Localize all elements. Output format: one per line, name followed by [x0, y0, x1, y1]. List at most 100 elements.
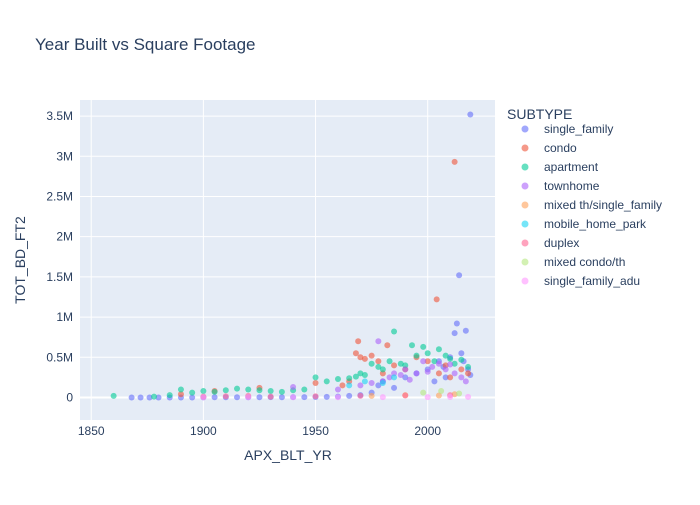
data-point[interactable] — [458, 374, 465, 381]
data-point[interactable] — [384, 342, 391, 349]
data-point[interactable] — [312, 374, 319, 381]
data-point[interactable] — [379, 394, 386, 401]
data-point[interactable] — [431, 358, 438, 365]
data-point[interactable] — [435, 360, 442, 367]
data-point[interactable] — [334, 394, 341, 401]
data-point[interactable] — [357, 382, 364, 389]
data-point[interactable] — [424, 368, 431, 375]
data-point[interactable] — [146, 394, 153, 401]
data-point[interactable] — [346, 392, 353, 399]
data-point[interactable] — [211, 388, 218, 395]
data-point[interactable] — [435, 346, 442, 353]
legend-item[interactable]: duplex — [521, 236, 580, 250]
data-point[interactable] — [368, 392, 375, 399]
data-point[interactable] — [413, 370, 420, 377]
data-point[interactable] — [361, 378, 368, 385]
legend-item[interactable]: mobile_home_park — [521, 217, 648, 231]
data-point[interactable] — [278, 394, 285, 401]
data-point[interactable] — [211, 394, 218, 401]
data-point[interactable] — [424, 394, 431, 401]
data-point[interactable] — [391, 362, 398, 369]
data-point[interactable] — [256, 387, 263, 394]
data-point[interactable] — [375, 363, 382, 370]
data-point[interactable] — [420, 389, 427, 396]
data-point[interactable] — [442, 352, 449, 359]
data-point[interactable] — [431, 378, 438, 385]
data-point[interactable] — [290, 384, 297, 391]
data-point[interactable] — [222, 387, 229, 394]
legend-item[interactable]: mixed th/single_family — [521, 198, 663, 212]
data-point[interactable] — [352, 350, 359, 357]
data-point[interactable] — [451, 391, 458, 398]
data-point[interactable] — [361, 371, 368, 378]
data-point[interactable] — [323, 378, 330, 385]
data-point[interactable] — [301, 394, 308, 401]
data-point[interactable] — [128, 394, 135, 401]
data-point[interactable] — [451, 330, 458, 337]
data-point[interactable] — [234, 385, 241, 392]
legend-item[interactable]: condo — [521, 141, 578, 155]
data-point[interactable] — [435, 392, 442, 399]
data-point[interactable] — [346, 375, 353, 382]
legend-item[interactable]: townhome — [521, 179, 600, 193]
data-point[interactable] — [420, 358, 427, 365]
data-point[interactable] — [110, 392, 117, 399]
data-point[interactable] — [462, 378, 469, 385]
data-point[interactable] — [447, 355, 454, 362]
data-point[interactable] — [234, 394, 241, 401]
legend-item[interactable]: single_family — [521, 122, 614, 136]
data-point[interactable] — [256, 394, 263, 401]
data-point[interactable] — [323, 393, 330, 400]
data-point[interactable] — [458, 366, 465, 373]
legend-item[interactable]: apartment — [521, 160, 599, 174]
data-point[interactable] — [409, 342, 415, 349]
data-point[interactable] — [424, 358, 431, 365]
data-point[interactable] — [189, 389, 196, 396]
data-point[interactable] — [442, 366, 449, 373]
data-point[interactable] — [402, 374, 409, 381]
data-point[interactable] — [312, 393, 319, 400]
data-point[interactable] — [458, 350, 465, 357]
data-point[interactable] — [438, 388, 445, 395]
data-point[interactable] — [451, 360, 458, 367]
data-point[interactable] — [447, 394, 454, 401]
data-point[interactable] — [334, 375, 341, 382]
data-point[interactable] — [177, 386, 184, 393]
data-point[interactable] — [429, 363, 436, 370]
data-point[interactable] — [391, 384, 398, 391]
data-point[interactable] — [200, 394, 207, 401]
data-point[interactable] — [312, 380, 319, 387]
data-point[interactable] — [453, 320, 460, 327]
data-point[interactable] — [447, 374, 454, 381]
data-point[interactable] — [379, 380, 386, 387]
data-point[interactable] — [402, 392, 409, 399]
data-point[interactable] — [451, 370, 458, 377]
data-point[interactable] — [137, 394, 144, 401]
data-point[interactable] — [420, 343, 427, 350]
data-point[interactable] — [267, 393, 274, 400]
data-point[interactable] — [355, 338, 362, 345]
data-point[interactable] — [391, 328, 398, 335]
data-point[interactable] — [245, 386, 252, 393]
data-point[interactable] — [368, 352, 375, 359]
data-point[interactable] — [375, 358, 382, 365]
data-point[interactable] — [334, 386, 341, 393]
data-point[interactable] — [467, 111, 474, 118]
data-point[interactable] — [424, 350, 431, 357]
data-point[interactable] — [458, 356, 465, 363]
data-point[interactable] — [151, 393, 158, 400]
data-point[interactable] — [451, 158, 458, 165]
data-point[interactable] — [397, 371, 404, 378]
data-point[interactable] — [375, 338, 382, 345]
data-point[interactable] — [357, 392, 364, 399]
data-point[interactable] — [447, 361, 454, 368]
data-point[interactable] — [222, 393, 229, 400]
data-point[interactable] — [456, 390, 463, 397]
data-point[interactable] — [177, 391, 184, 398]
data-point[interactable] — [339, 382, 346, 389]
legend-item[interactable]: single_family_adu — [521, 274, 641, 288]
legend-item[interactable]: mixed condo/th — [521, 255, 626, 269]
data-point[interactable] — [166, 392, 173, 399]
data-point[interactable] — [361, 355, 368, 362]
